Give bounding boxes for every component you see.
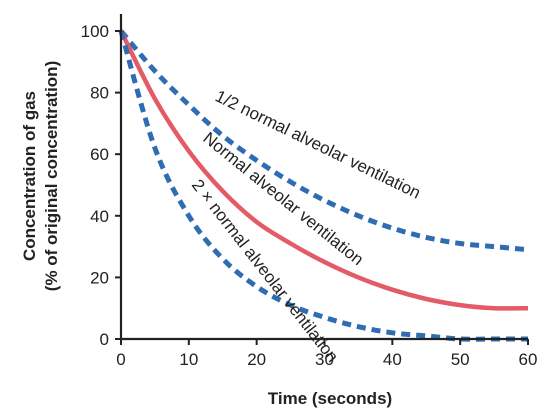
y-tick-label: 40 [90, 207, 109, 226]
x-axis-title: Time (seconds) [268, 389, 392, 408]
x-ticks-group: 0 10 20 30 40 50 60 [116, 339, 537, 369]
y-axis-title-line2: (% of original concentration) [42, 61, 61, 291]
y-tick-label: 0 [100, 330, 109, 349]
y-axis-title-line1: Concentration of gas [20, 91, 39, 261]
series-line-double-ventilation [118, 30, 528, 342]
x-tick-label: 0 [116, 350, 125, 369]
series-label-half: 1/2 normal alveolar ventilation [212, 87, 423, 203]
x-tick-label: 10 [179, 350, 198, 369]
y-ticks-group: 0 20 40 60 80 100 [81, 22, 121, 349]
x-tick-label: 60 [519, 350, 538, 369]
y-tick-label: 80 [90, 84, 109, 103]
y-tick-label: 20 [90, 268, 109, 287]
series-label-double: 2 × normal alveolar ventilation [188, 176, 342, 366]
x-tick-label: 50 [451, 350, 470, 369]
x-tick-label: 30 [315, 350, 334, 369]
y-tick-label: 60 [90, 145, 109, 164]
series-line-half-ventilation [119, 29, 529, 253]
y-tick-label: 100 [81, 22, 109, 41]
x-tick-label: 20 [247, 350, 266, 369]
x-tick-label: 40 [383, 350, 402, 369]
series-line-normal-ventilation [118, 29, 529, 311]
curves-group [118, 29, 529, 342]
